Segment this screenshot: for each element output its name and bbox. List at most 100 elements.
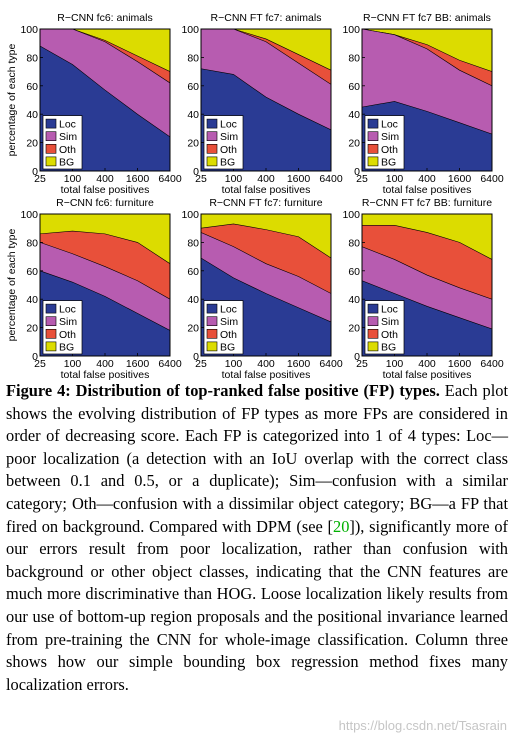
legend-swatch-sim bbox=[367, 316, 379, 327]
legend-swatch-loc bbox=[45, 118, 57, 129]
y-tick-label: 60 bbox=[348, 266, 360, 278]
chart-title: R−CNN fc6: animals bbox=[57, 12, 152, 24]
y-tick-label: 100 bbox=[20, 209, 38, 221]
x-axis-label: total false positives bbox=[383, 184, 472, 196]
y-tick-label: 40 bbox=[26, 294, 38, 306]
caption-text-part2: ]), significantly more of our errors res… bbox=[6, 516, 508, 694]
x-tick-label: 100 bbox=[225, 173, 243, 185]
legend-swatch-bg bbox=[45, 156, 57, 167]
legend-swatch-sim bbox=[45, 131, 57, 141]
legend-label-bg: BG bbox=[220, 156, 235, 168]
chart-panel-4: R−CNN fc6: furniture 0 20 40 60 80 100 25 100 400… bbox=[6, 197, 182, 380]
x-tick-label: 100 bbox=[64, 173, 82, 185]
x-tick-label: 25 bbox=[34, 173, 46, 185]
y-tick-label: 20 bbox=[26, 138, 38, 150]
chart-title: R−CNN fc6: furniture bbox=[56, 197, 154, 209]
legend-swatch-bg bbox=[367, 156, 379, 167]
x-tick-label: 100 bbox=[64, 358, 82, 370]
y-tick-label: 60 bbox=[187, 266, 199, 278]
x-tick-label: 400 bbox=[96, 173, 114, 185]
y-tick-label: 60 bbox=[348, 81, 360, 93]
legend-label-sim: Sim bbox=[220, 131, 238, 143]
x-tick-label: 400 bbox=[418, 358, 436, 370]
x-tick-label: 100 bbox=[386, 173, 404, 185]
legend-swatch-bg bbox=[367, 341, 379, 352]
x-axis-label: total false positives bbox=[383, 369, 472, 380]
y-tick-label: 100 bbox=[20, 24, 38, 36]
legend-swatch-loc bbox=[206, 118, 218, 129]
y-tick-label: 20 bbox=[187, 138, 199, 150]
figure-grid: R−CNN fc6: animals 0 20 40 60 80 100 25 100 400 16… bbox=[6, 12, 504, 380]
x-tick-label: 1600 bbox=[287, 173, 311, 185]
legend-label-loc: Loc bbox=[381, 304, 398, 316]
legend-label-loc: Loc bbox=[59, 119, 76, 131]
legend-label-bg: BG bbox=[381, 341, 396, 353]
x-axis-label: total false positives bbox=[61, 369, 150, 380]
citation-link[interactable]: 20 bbox=[333, 516, 350, 536]
chart-panel-3: R−CNN FT fc7 BB: animals 0 20 40 60 80 100 25 10… bbox=[342, 12, 503, 196]
caption-label: Figure 4: Distribution of top-ranked fal… bbox=[6, 381, 440, 400]
legend-swatch-sim bbox=[45, 316, 57, 327]
y-tick-label: 80 bbox=[26, 52, 38, 64]
y-tick-label: 40 bbox=[187, 109, 199, 121]
y-tick-label: 100 bbox=[181, 24, 199, 36]
legend-label-oth: Oth bbox=[59, 329, 76, 341]
y-tick-label: 0 bbox=[354, 351, 360, 363]
x-tick-label: 25 bbox=[195, 358, 207, 370]
y-tick-label: 80 bbox=[187, 237, 199, 249]
chart-panel-1: R−CNN fc6: animals 0 20 40 60 80 100 25 100 400 16… bbox=[6, 12, 182, 196]
legend-label-oth: Oth bbox=[220, 329, 237, 341]
legend-swatch-bg bbox=[206, 341, 218, 352]
chart-title: R−CNN FT fc7 BB: animals bbox=[363, 12, 491, 24]
legend-label-loc: Loc bbox=[220, 304, 237, 316]
legend-label-oth: Oth bbox=[220, 144, 237, 156]
x-axis-label: total false positives bbox=[222, 184, 311, 196]
y-tick-label: 60 bbox=[187, 81, 199, 93]
caption-text-part1: Each plot shows the evolving distributio… bbox=[6, 381, 508, 536]
x-tick-label: 1600 bbox=[448, 358, 472, 370]
y-tick-label: 100 bbox=[342, 209, 360, 221]
x-tick-label: 400 bbox=[96, 358, 114, 370]
legend-swatch-loc bbox=[367, 303, 379, 314]
chart-title: R−CNN FT fc7: furniture bbox=[209, 197, 322, 209]
x-tick-label: 6400 bbox=[319, 173, 343, 185]
y-tick-label: 40 bbox=[348, 294, 360, 306]
chart-panel-6: R−CNN FT fc7 BB: furniture 0 20 40 60 80 100 25… bbox=[342, 197, 503, 380]
legend-label-loc: Loc bbox=[381, 119, 398, 131]
y-tick-label: 40 bbox=[26, 109, 38, 121]
legend-swatch-loc bbox=[367, 118, 379, 129]
y-tick-label: 100 bbox=[181, 209, 199, 221]
y-axis-label: percentage of each type bbox=[6, 44, 18, 157]
x-tick-label: 25 bbox=[356, 358, 368, 370]
x-tick-label: 25 bbox=[356, 173, 368, 185]
legend-label-bg: BG bbox=[59, 156, 74, 168]
x-axis-label: total false positives bbox=[61, 184, 150, 196]
legend-label-sim: Sim bbox=[59, 131, 77, 143]
legend-label-bg: BG bbox=[220, 341, 235, 353]
x-tick-label: 1600 bbox=[287, 358, 311, 370]
x-tick-label: 6400 bbox=[158, 173, 182, 185]
y-tick-label: 80 bbox=[348, 237, 360, 249]
legend-label-oth: Oth bbox=[381, 144, 398, 156]
legend-swatch-loc bbox=[206, 303, 218, 314]
y-tick-label: 40 bbox=[187, 294, 199, 306]
x-tick-label: 25 bbox=[34, 358, 46, 370]
y-tick-label: 60 bbox=[26, 266, 38, 278]
legend-label-oth: Oth bbox=[381, 329, 398, 341]
legend-label-sim: Sim bbox=[381, 316, 399, 328]
chart-panel-2: R−CNN FT fc7: animals 0 20 40 60 80 100 25 100 40… bbox=[181, 12, 342, 196]
x-tick-label: 6400 bbox=[158, 358, 182, 370]
legend-swatch-sim bbox=[367, 131, 379, 141]
legend-swatch-oth bbox=[367, 328, 379, 339]
y-tick-label: 0 bbox=[193, 351, 199, 363]
y-tick-label: 80 bbox=[187, 52, 199, 64]
x-tick-label: 1600 bbox=[448, 173, 472, 185]
y-tick-label: 0 bbox=[193, 166, 199, 178]
